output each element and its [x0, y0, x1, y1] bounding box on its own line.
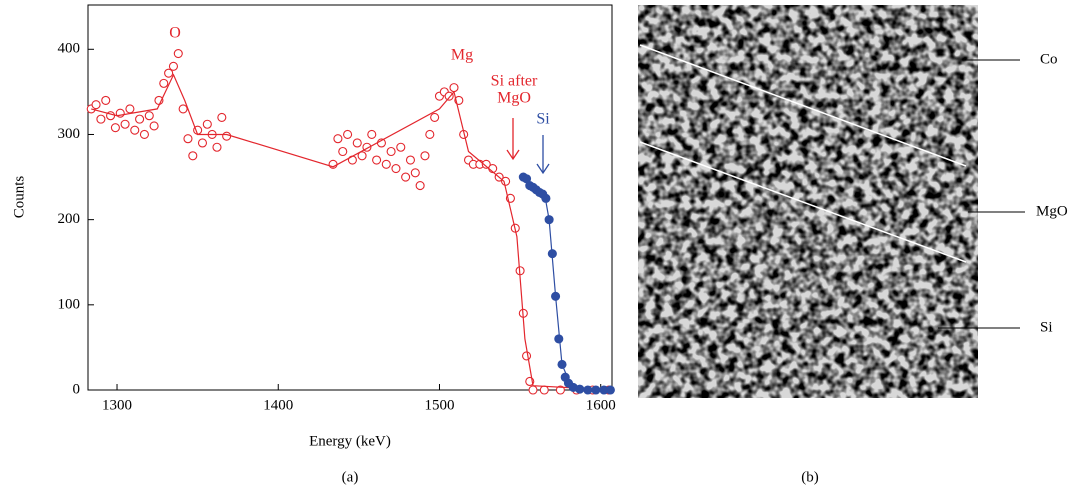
arrows: [506, 118, 550, 175]
data-point: [173, 49, 183, 59]
data-point: [539, 385, 549, 395]
x-tick-label: 1500: [424, 397, 454, 413]
data-point: [396, 142, 406, 152]
data-point: [386, 146, 396, 157]
y-tick-label: 100: [58, 296, 81, 312]
data-point: [425, 129, 435, 140]
data-point: [405, 155, 416, 165]
y-axis-label: Counts: [11, 176, 27, 219]
annotation: MgO: [497, 90, 531, 107]
caption: (a): [342, 469, 359, 485]
data-point: [430, 112, 440, 122]
plot-frame: [87, 4, 613, 391]
data-point: [501, 176, 511, 186]
data-point: [178, 104, 188, 114]
x-tick-label: 1400: [263, 397, 293, 413]
data-point: [188, 151, 198, 161]
data-point: [96, 114, 106, 124]
micrograph: [638, 5, 1025, 398]
data-point: [555, 385, 565, 395]
data-point: [449, 83, 459, 93]
data-point: [357, 151, 367, 161]
data-point: [410, 168, 420, 178]
fit-line: [91, 73, 613, 391]
data-point: [159, 78, 169, 88]
data-point: [521, 351, 532, 361]
data-point: [135, 114, 145, 124]
data-point: [139, 129, 149, 140]
data-point: [183, 134, 193, 144]
image-label: Si: [1040, 319, 1053, 335]
data-point: [101, 95, 111, 105]
data-point: [110, 123, 120, 133]
data-point: [367, 129, 377, 140]
data-point: [481, 159, 491, 169]
data-point: [130, 125, 140, 135]
data-point: [222, 131, 232, 141]
data-point: [202, 119, 212, 129]
data-point: [591, 385, 601, 395]
data-point: [415, 181, 425, 191]
data-point: [217, 112, 227, 122]
data-point: [372, 155, 382, 165]
data-point: [343, 129, 353, 140]
data-point: [164, 68, 174, 78]
data-point: [420, 151, 430, 161]
image-label: Co: [1040, 51, 1058, 67]
data-point: [91, 100, 101, 110]
data-point: [583, 385, 593, 395]
data-point: [168, 61, 179, 71]
data-point: [575, 384, 585, 394]
data-point: [338, 146, 348, 157]
data-point: [149, 121, 159, 131]
annotation: Si: [536, 111, 550, 128]
data-point: [125, 104, 135, 114]
data-point: [197, 138, 208, 148]
caption: (b): [801, 469, 819, 485]
data-point: [352, 138, 362, 148]
annotation: O: [169, 25, 181, 42]
data-point: [333, 134, 343, 144]
data-point: [444, 91, 454, 101]
x-tick-label: 1300: [102, 397, 132, 413]
data-point: [528, 385, 538, 395]
fit-line: [522, 176, 613, 391]
x-tick-label: 1600: [586, 397, 616, 413]
y-tick-label: 200: [58, 211, 81, 227]
y-tick-label: 0: [73, 381, 81, 397]
data-point: [144, 111, 154, 121]
data-point: [120, 119, 130, 129]
data-point: [401, 172, 411, 182]
annotation: Si after: [491, 73, 538, 90]
data-point: [391, 163, 401, 174]
data-point: [381, 159, 391, 169]
x-axis-label: Energy (keV): [309, 433, 391, 449]
y-tick-label: 300: [58, 126, 81, 142]
y-tick-label: 400: [58, 41, 81, 57]
data-point: [212, 142, 222, 152]
annotation: Mg: [451, 47, 473, 64]
image-label: MgO: [1036, 203, 1068, 219]
